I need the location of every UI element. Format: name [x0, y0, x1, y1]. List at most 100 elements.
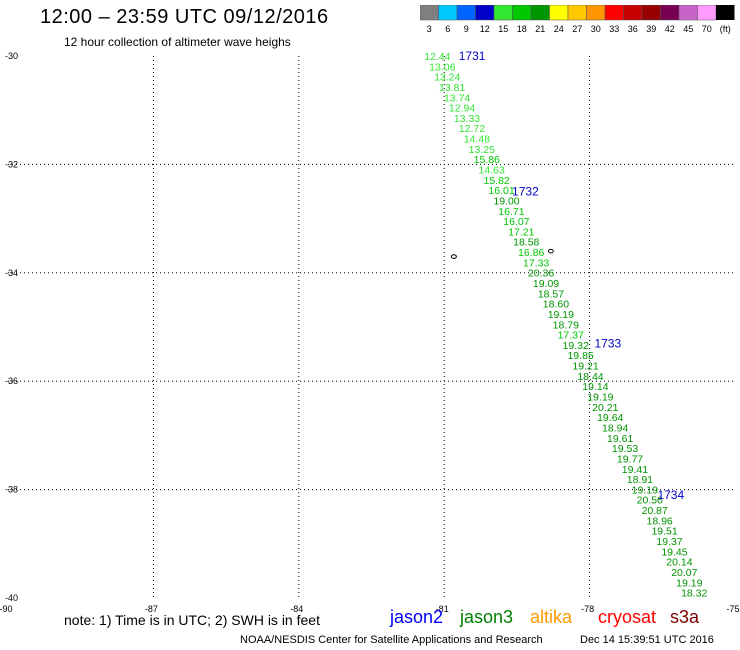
x-tick-label: -90	[0, 604, 13, 614]
swh-value-label: 19.61	[607, 433, 633, 445]
x-tick-label: -81	[436, 604, 449, 614]
swh-value-label: 19.19	[632, 484, 658, 496]
swh-value-label: 20.07	[671, 567, 697, 579]
swh-value-label: 13.24	[434, 72, 460, 84]
y-tick-label: -40	[5, 593, 18, 603]
legend-unit: (ft)	[720, 24, 731, 34]
swh-value-label: 20.14	[666, 557, 692, 569]
swh-value-label: 19.00	[493, 195, 519, 207]
swh-value-label: 19.19	[587, 392, 613, 404]
swh-value-label: 19.21	[572, 361, 598, 373]
swh-value-label: 20.56	[637, 495, 663, 507]
island-outline	[450, 254, 457, 259]
pass-time-label: 1732	[512, 185, 539, 199]
mission-label-cryosat: cryosat	[598, 607, 657, 627]
swh-value-label: 14.48	[464, 134, 490, 146]
pass-time-label: 1731	[459, 49, 486, 63]
swh-value-label: 19.41	[622, 464, 648, 476]
swh-value-label: 17.37	[558, 330, 584, 342]
units-note: note: 1) Time is in UTC; 2) SWH is in fe…	[64, 612, 320, 628]
swh-value-label: 12.72	[459, 123, 485, 135]
swh-value-label: 15.86	[474, 154, 500, 166]
swh-value-label: 18.91	[627, 474, 653, 486]
legend-label: 15	[498, 24, 508, 34]
legend-label: 42	[665, 24, 675, 34]
swh-value-label: 18.44	[577, 371, 603, 383]
legend-label: 3	[427, 24, 432, 34]
swh-value-label: 18.57	[538, 288, 564, 300]
x-tick-label: -75	[726, 604, 739, 614]
generated-timestamp: Dec 14 15:39:51 UTC 2016	[580, 634, 714, 646]
y-tick-label: -34	[5, 268, 18, 278]
legend-label: 33	[609, 24, 619, 34]
swh-value-label: 19.19	[676, 577, 702, 589]
swh-value-label: 18.60	[543, 299, 569, 311]
legend-label: 36	[628, 24, 638, 34]
credit-text: NOAA/NESDIS Center for Satellite Applica…	[240, 634, 543, 646]
y-tick-label: -36	[5, 376, 18, 386]
legend-label: 18	[517, 24, 527, 34]
legend-label: 9	[464, 24, 469, 34]
x-tick-label: -87	[145, 604, 158, 614]
swh-value-label: 19.53	[612, 443, 638, 455]
swh-value-label: 16.07	[503, 216, 529, 228]
swh-value-label: 18.58	[513, 237, 539, 249]
swh-value-label: 16.71	[498, 206, 524, 218]
legend-label: 39	[646, 24, 656, 34]
mission-label-s3a: s3a	[670, 607, 700, 627]
legend-label: 12	[480, 24, 490, 34]
legend-label: 6	[445, 24, 450, 34]
swh-value-label: 13.33	[454, 113, 480, 125]
swh-value-label: 19.09	[533, 278, 559, 290]
legend-label: 24	[554, 24, 564, 34]
swh-value-label: 12.94	[449, 103, 475, 115]
pass-time-label: 1734	[657, 488, 684, 502]
swh-value-label: 19.51	[651, 526, 677, 538]
y-tick-label: -32	[5, 159, 18, 169]
legend-label: 21	[535, 24, 545, 34]
x-tick-label: -78	[581, 604, 594, 614]
swh-value-label: 18.94	[602, 422, 628, 434]
legend-label: 70	[702, 24, 712, 34]
mission-label-jason3: jason3	[460, 607, 514, 627]
swh-value-label: 20.21	[592, 402, 618, 414]
swh-value-label: 16.01	[488, 185, 514, 197]
swh-value-label: 17.21	[508, 226, 534, 238]
swh-value-label: 13.81	[439, 82, 465, 94]
legend-label: 30	[591, 24, 601, 34]
swh-value-label: 18.79	[553, 319, 579, 331]
swh-value-label: 18.32	[681, 588, 707, 600]
swh-value-label: 14.63	[479, 165, 505, 177]
swh-value-label: 13.06	[429, 61, 455, 73]
page-subtitle: 12 hour collection of altimeter wave hei…	[64, 35, 291, 49]
x-tick-label: -84	[290, 604, 303, 614]
island-outline	[547, 248, 554, 254]
swh-value-label: 17.33	[523, 257, 549, 269]
swh-value-label: 18.96	[647, 515, 673, 527]
legend-swatch	[716, 5, 735, 20]
swh-value-label: 19.64	[597, 412, 623, 424]
swh-value-label: 13.74	[444, 92, 470, 104]
legend-label: 45	[683, 24, 693, 34]
swh-value-label: 19.37	[656, 536, 682, 548]
page-title: 12:00 – 23:59 UTC 09/12/2016	[40, 6, 329, 28]
swh-value-label: 15.82	[483, 175, 509, 187]
color-legend: 3 6 9 12 15 18 21 24 27 30 33 36 39 42 45 70 (ft)	[420, 5, 735, 34]
swh-value-label: 19.32	[563, 340, 589, 352]
mission-label-altika: altika	[530, 607, 573, 627]
mission-label-jason2: jason2	[390, 607, 444, 627]
swh-value-label: 19.45	[661, 546, 687, 558]
y-tick-label: -38	[5, 485, 18, 495]
swh-value-label: 19.77	[617, 453, 643, 465]
swh-value-label: 19.19	[548, 309, 574, 321]
swh-value-label: 20.36	[528, 268, 554, 280]
pass-time-label: 1733	[594, 336, 621, 350]
swh-value-label: 12.44	[424, 51, 450, 63]
y-tick-label: -30	[5, 51, 18, 61]
swh-value-label: 19.85	[567, 350, 593, 362]
legend-label: 27	[572, 24, 582, 34]
swh-value-label: 13.25	[469, 144, 495, 156]
swh-value-label: 20.87	[642, 505, 668, 517]
swh-value-label: 16.86	[518, 247, 544, 259]
